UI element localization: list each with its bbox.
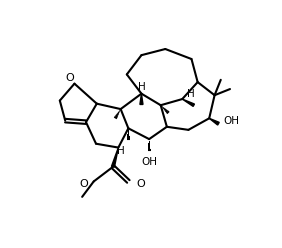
Text: O: O bbox=[80, 179, 88, 189]
Polygon shape bbox=[140, 94, 143, 104]
Text: O: O bbox=[65, 73, 74, 83]
Text: O: O bbox=[136, 179, 145, 189]
Text: OH: OH bbox=[223, 116, 239, 126]
Polygon shape bbox=[111, 148, 118, 167]
Text: H: H bbox=[187, 89, 195, 99]
Text: H: H bbox=[117, 146, 125, 156]
Text: OH: OH bbox=[141, 157, 157, 167]
Polygon shape bbox=[182, 99, 195, 106]
Text: H: H bbox=[138, 82, 145, 92]
Polygon shape bbox=[209, 118, 219, 125]
